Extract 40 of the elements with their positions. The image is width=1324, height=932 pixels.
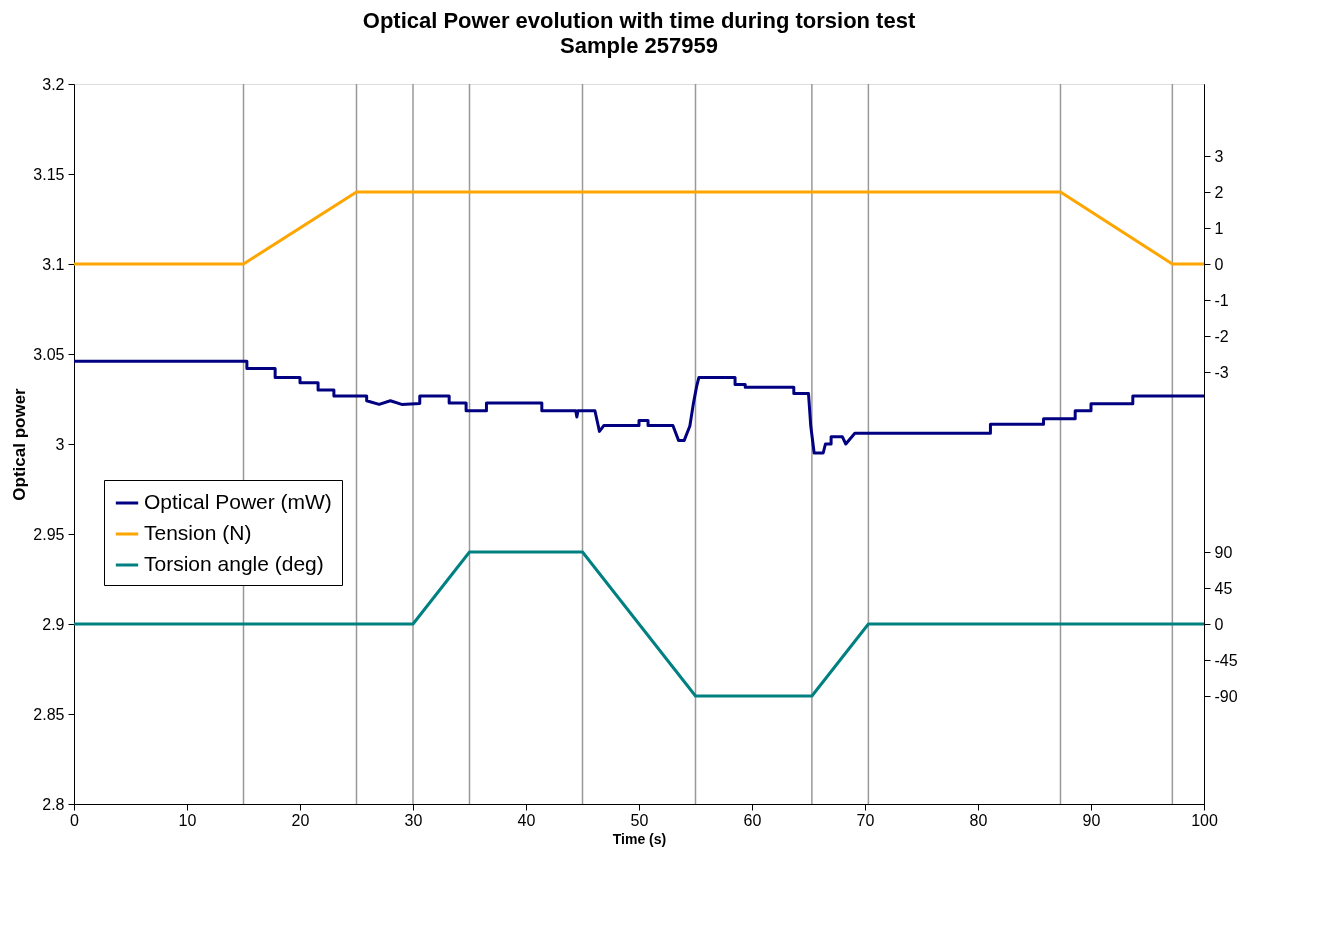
y2-tick-label: -3 [1214,363,1229,381]
y-tick-label: 3 [55,435,65,453]
y-tick-label: 2.95 [33,525,65,543]
y-tick-label: 2.9 [42,615,65,633]
y-tick-label: 3.15 [33,165,65,183]
y3-tick-label: 45 [1214,579,1233,597]
y2-tick-label: -2 [1214,327,1229,345]
x-axis-title: Time (s) [612,830,667,847]
y3-tick-label: 0 [1214,615,1224,633]
y-tick-label: 2.85 [33,705,65,723]
y2-tick-label: 3 [1214,147,1224,165]
line-series [72,359,1206,455]
chart-title: Optical Power evolution with time during torsion test [362,8,916,33]
y-tick-label: 2.8 [42,795,65,813]
x-tick-label: 0 [70,811,80,829]
legend-label: Tension (N) [144,521,252,544]
y-tick-label: 3.2 [42,75,65,93]
y2-tick-label: 1 [1214,219,1224,237]
x-tick-label: 60 [743,811,762,829]
x-tick-label: 40 [517,811,536,829]
y3-tick-label: -45 [1214,651,1238,669]
y-axis-title: Optical power [10,387,30,501]
x-tick-label: 80 [969,811,988,829]
y-tick-label: 3.05 [33,345,65,363]
y2-tick-label: 0 [1214,255,1224,273]
y3-tick-label: 90 [1214,543,1233,561]
x-tick-label: 90 [1082,811,1101,829]
y-tick-label: 3.1 [42,255,65,273]
x-tick-label: 70 [856,811,875,829]
x-tick-label: 100 [1191,811,1218,829]
x-tick-label: 50 [630,811,649,829]
legend-label: Torsion angle (deg) [144,552,324,575]
x-tick-label: 10 [178,811,197,829]
x-tick-label: 30 [404,811,423,829]
chart-subtitle: Sample 257959 [560,33,718,58]
y2-tick-label: -1 [1214,291,1229,309]
y2-tick-label: 2 [1214,183,1224,201]
y3-tick-label: -90 [1214,687,1238,705]
legend-label: Optical Power (mW) [144,490,332,513]
x-tick-label: 20 [291,811,310,829]
